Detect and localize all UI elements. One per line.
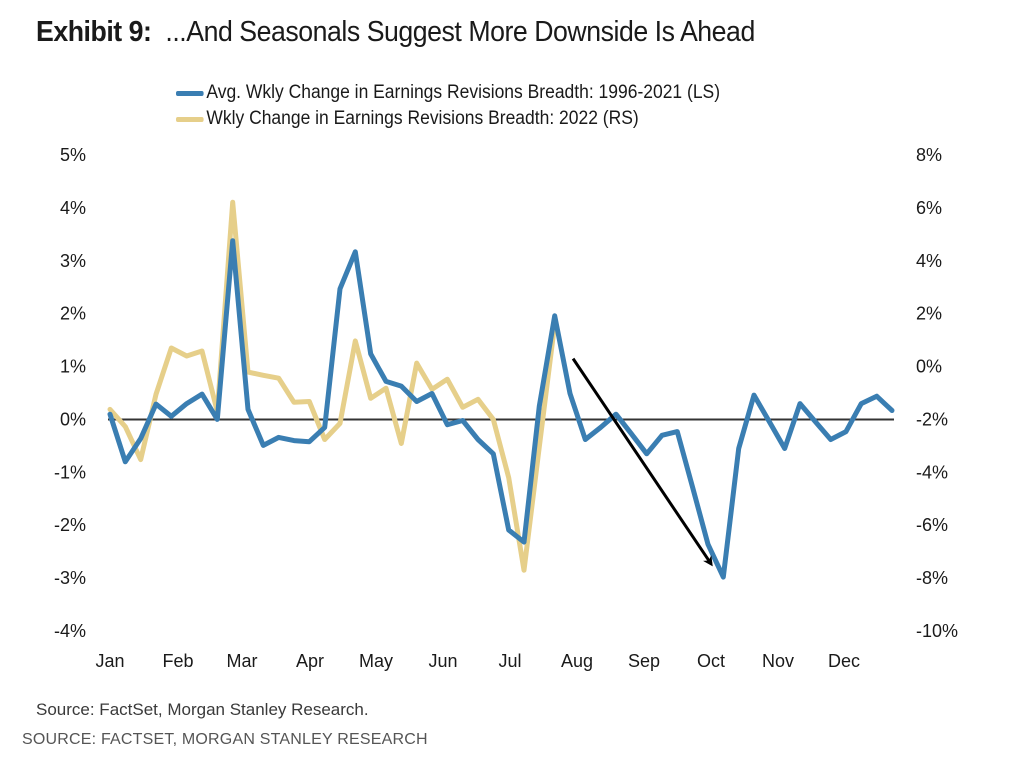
legend: Avg. Wkly Change in Earnings Revisions B…: [176, 80, 767, 132]
right-axis-tick-label: 8%: [916, 145, 942, 165]
right-axis-tick-label: -8%: [916, 568, 948, 588]
right-axis-tick-label: -6%: [916, 515, 948, 535]
legend-label-historical: Avg. Wkly Change in Earnings Revisions B…: [206, 82, 721, 103]
x-axis-tick-label: Oct: [697, 651, 725, 671]
series-line-historical: [107, 238, 895, 580]
exhibit-label: Exhibit 9:: [36, 16, 152, 48]
right-axis-tick-label: 0%: [916, 357, 942, 377]
right-axis-tick-label: 4%: [916, 251, 942, 271]
right-axis-tick-label: 6%: [916, 198, 942, 218]
left-axis-tick-label: -3%: [54, 568, 86, 588]
x-axis-tick-label: Dec: [828, 651, 860, 671]
x-axis-tick-label: Sep: [628, 651, 660, 671]
chart-title: Exhibit 9: ...And Seasonals Suggest More…: [36, 16, 755, 49]
right-axis-tick-label: 2%: [916, 304, 942, 324]
left-axis-tick-label: 5%: [60, 145, 86, 165]
left-axis-tick-label: 1%: [60, 357, 86, 377]
left-axis-tick-label: 2%: [60, 304, 86, 324]
trend-arrow: [571, 357, 713, 567]
source-caption: Source: FactSet, Morgan Stanley Research…: [36, 700, 369, 719]
x-axis-tick-label: Apr: [296, 651, 324, 671]
legend-item-2022: Wkly Change in Earnings Revisions Breadt…: [176, 106, 720, 132]
series-line-2022: [107, 199, 558, 573]
x-axis-tick-label: May: [359, 651, 393, 671]
x-axis-tick-label: Jul: [498, 651, 521, 671]
left-axis-tick-label: -1%: [54, 462, 86, 482]
left-axis-tick-label: -2%: [54, 515, 86, 535]
right-axis-tick-label: -10%: [916, 621, 958, 641]
data-points: [109, 202, 893, 578]
x-axis-tick-label: Nov: [762, 651, 794, 671]
x-axis-tick-label: Jan: [95, 651, 124, 671]
legend-item-historical: Avg. Wkly Change in Earnings Revisions B…: [176, 80, 720, 106]
x-axis-tick-label: Feb: [162, 651, 193, 671]
left-axis: 5% 4% 3% 2% 1% 0% -1% -2% -3% -4%: [54, 145, 86, 641]
x-axis-tick-label: Aug: [561, 651, 593, 671]
legend-swatch-2022: [176, 116, 204, 122]
left-axis-tick-label: 4%: [60, 198, 86, 218]
right-axis-tick-label: -4%: [916, 462, 948, 482]
right-axis-tick-label: -2%: [916, 409, 948, 429]
source-footer: SOURCE: FACTSET, MORGAN STANLEY RESEARCH: [22, 731, 428, 748]
right-axis: 8% 6% 4% 2% 0% -2% -4% -6% -8% -10%: [916, 145, 958, 641]
chart-area: 5% 4% 3% 2% 1% 0% -1% -2% -3% -4% 8% 6% 4% 2% 0% -2% -4…: [54, 145, 958, 671]
left-axis-tick-label: 0%: [60, 409, 86, 429]
x-axis-tick-label: Mar: [227, 651, 258, 671]
legend-label-2022: Wkly Change in Earnings Revisions Breadt…: [206, 108, 639, 129]
left-axis-tick-label: 3%: [60, 251, 86, 271]
x-axis-tick-label: Jun: [428, 651, 457, 671]
left-axis-tick-label: -4%: [54, 621, 86, 641]
legend-swatch-historical: [176, 90, 204, 96]
x-axis: Jan Feb Mar Apr May Jun Jul Aug Sep Oct Nov Dec: [95, 651, 860, 671]
title-text: ...And Seasonals Suggest More Downside I…: [165, 16, 755, 48]
